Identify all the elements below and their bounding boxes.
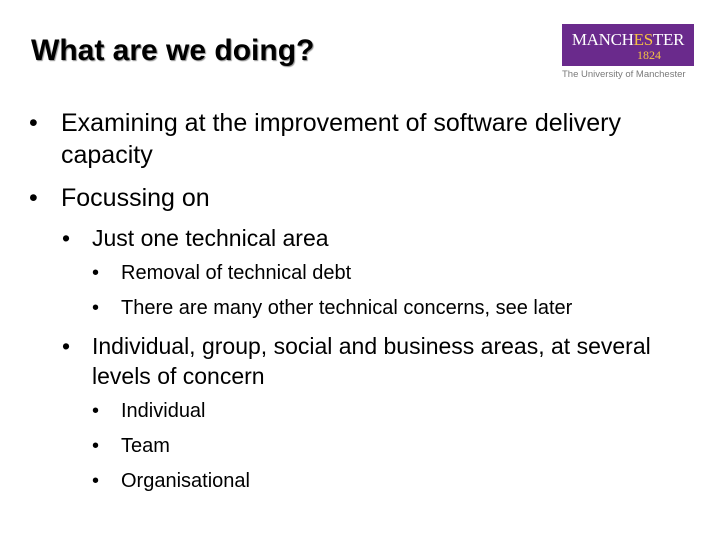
bullet-item: • Individual, group, social and business…: [62, 331, 652, 391]
bullet-item: • Team: [92, 433, 681, 459]
bullet-marker: •: [92, 470, 100, 492]
bullet-marker: •: [29, 184, 38, 212]
bullet-text: Just one technical area: [92, 225, 329, 251]
bullet-marker: •: [29, 109, 38, 137]
bullet-text: Organisational: [121, 470, 250, 492]
bullet-text: Focussing on: [61, 184, 210, 212]
bullet-item: • There are many other technical concern…: [92, 295, 711, 321]
bullet-text: Examining at the improvement of software…: [61, 109, 621, 169]
bullet-text: Individual: [121, 400, 206, 422]
bullet-text: Individual, group, social and business a…: [92, 333, 651, 389]
bullet-item: • Individual: [92, 398, 681, 424]
logo-year: 1824: [637, 48, 661, 62]
bullet-item: • Removal of technical debt: [92, 260, 701, 286]
bullet-text: There are many other technical concerns,…: [121, 297, 573, 319]
logo-box: MANCHESTER 1824: [562, 24, 694, 66]
bullet-item: • Examining at the improvement of softwa…: [29, 107, 621, 171]
bullet-marker: •: [92, 297, 100, 319]
bullet-item: • Organisational: [92, 468, 681, 494]
bullet-marker: •: [62, 333, 71, 359]
bullet-item: • Just one technical area: [62, 223, 652, 253]
logo-word-highlight: ES: [633, 30, 654, 49]
bullet-marker: •: [62, 225, 71, 251]
bullet-text: Team: [121, 435, 170, 457]
logo-word-part: TER: [652, 30, 685, 49]
logo-wordmark: MANCHESTER: [562, 30, 694, 50]
bullet-item: • Focussing on: [29, 182, 621, 214]
bullet-marker: •: [92, 400, 100, 422]
slide-title: What are we doing?: [31, 34, 315, 67]
logo-tagline: The University of Manchester: [562, 69, 686, 80]
bullet-marker: •: [92, 435, 100, 457]
bullet-marker: •: [92, 262, 100, 284]
logo-word-part: MANCH: [571, 30, 634, 49]
university-logo: MANCHESTER 1824 The University of Manche…: [562, 24, 694, 81]
bullet-text: Removal of technical debt: [121, 262, 352, 284]
